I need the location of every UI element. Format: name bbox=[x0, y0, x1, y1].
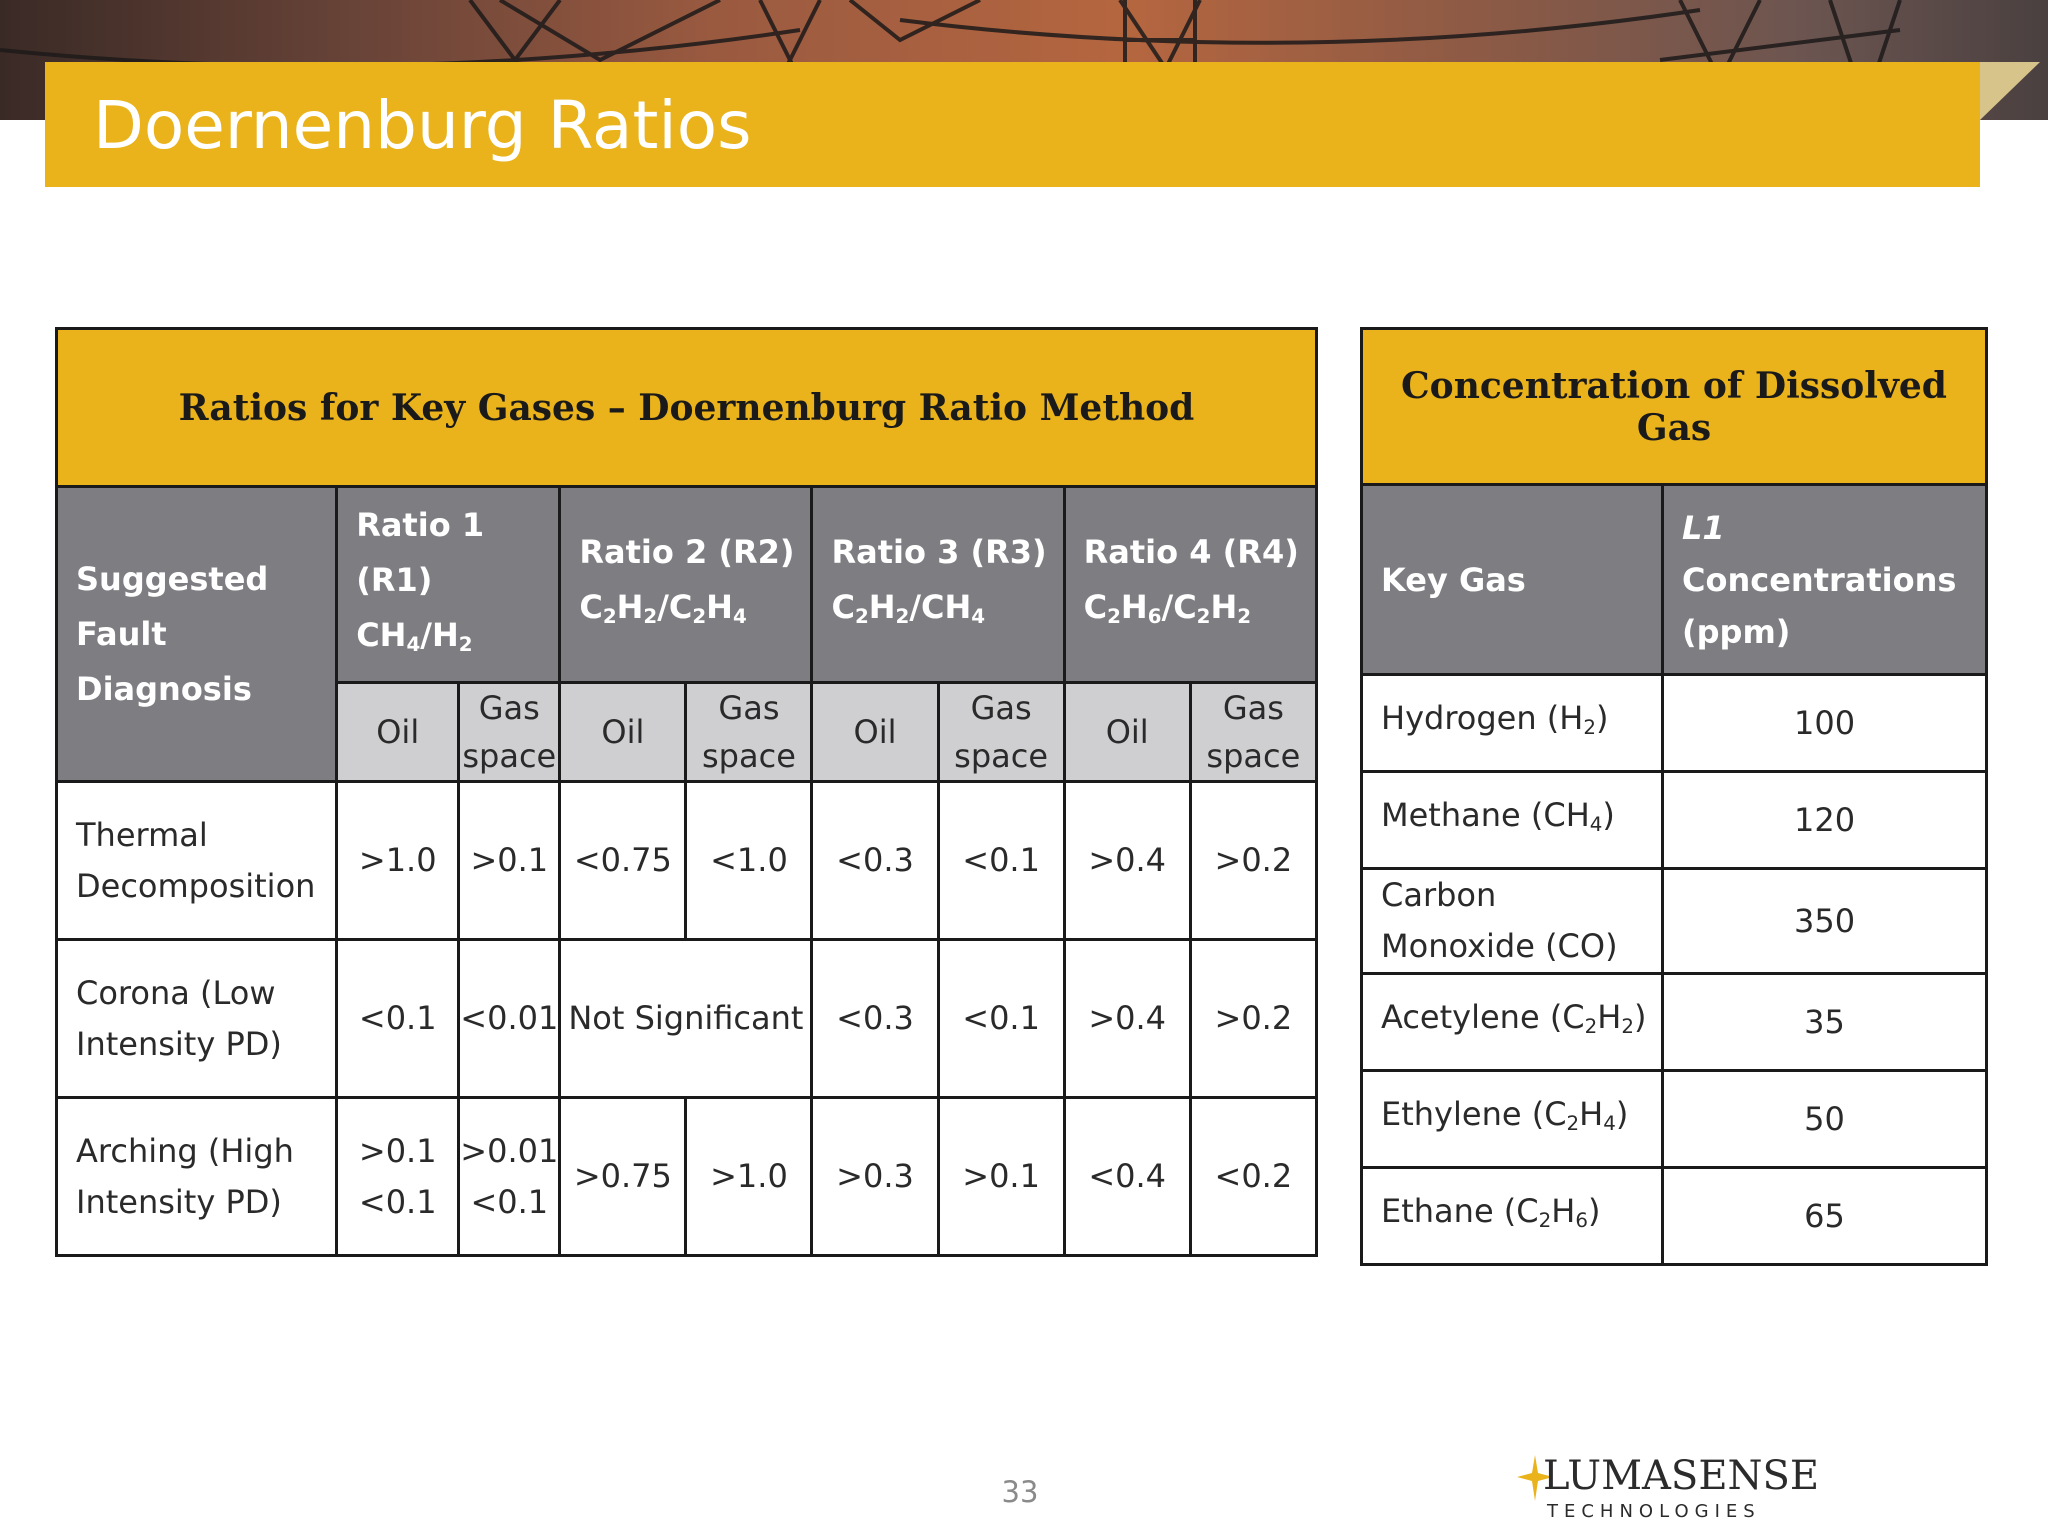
ratio-4-header: Ratio 4 (R4) C2H6/C2H2 bbox=[1062, 485, 1319, 684]
ratio-table-title: Ratios for Key Gases – Doernenburg Ratio… bbox=[55, 327, 1318, 488]
value-cell: >0.3 bbox=[810, 1096, 940, 1257]
table-row: Arching (High Intensity PD) >0.1 <0.1 >0.0… bbox=[54, 1096, 1319, 1257]
oil-subheader: Oil bbox=[810, 681, 940, 783]
gas-space-subheader: Gas space bbox=[684, 681, 814, 783]
gas-space-subheader: Gas space bbox=[457, 681, 562, 783]
table-row: Hydrogen (H2) 100 bbox=[1360, 673, 1989, 773]
table-row: Thermal Decomposition >1.0 >0.1 <0.75 <1.… bbox=[54, 780, 1319, 941]
page-number: 33 bbox=[1001, 1475, 1039, 1509]
value-cell: >0.4 bbox=[1062, 938, 1192, 1099]
value-cell: >0.75 bbox=[558, 1096, 688, 1257]
key-gas-header: Key Gas bbox=[1360, 483, 1664, 676]
ratio-2-header: Ratio 2 (R2) C2H2/C2H4 bbox=[558, 485, 814, 684]
table-row: Corona (Low Intensity PD) <0.1 <0.01 Not … bbox=[54, 938, 1319, 1099]
table-row: Acetylene (C2H2) 35 bbox=[1360, 972, 1989, 1072]
table-row: Methane (CH4) 120 bbox=[1360, 770, 1989, 870]
value-cell: >0.01 <0.1 bbox=[457, 1096, 562, 1257]
gas-value-cell: 100 bbox=[1660, 673, 1989, 773]
title-bar bbox=[45, 62, 1980, 187]
doernenburg-ratio-table: Ratios for Key Gases – Doernenburg Ratio… bbox=[54, 327, 1319, 1257]
table-row: Carbon Monoxide (CO) 350 bbox=[1360, 867, 1989, 975]
slide-title: Doernenburg Ratios bbox=[93, 87, 752, 164]
value-cell: >0.1 bbox=[457, 780, 562, 941]
gas-name-cell: Ethylene (C2H4) bbox=[1360, 1069, 1664, 1169]
value-cell: <0.4 bbox=[1062, 1096, 1192, 1257]
star-icon bbox=[1517, 1455, 1553, 1501]
value-cell: <0.1 bbox=[936, 938, 1066, 1099]
oil-subheader: Oil bbox=[558, 681, 688, 783]
value-cell: <0.01 bbox=[457, 938, 562, 1099]
value-cell: <0.75 bbox=[558, 780, 688, 941]
value-cell: >0.2 bbox=[1188, 780, 1319, 941]
value-cell-merged: Not Significant bbox=[558, 938, 814, 1099]
value-cell: <0.3 bbox=[810, 938, 940, 1099]
gas-name-cell: Acetylene (C2H2) bbox=[1360, 972, 1664, 1072]
diagnosis-cell: Corona (Low Intensity PD) bbox=[54, 938, 339, 1099]
oil-subheader: Oil bbox=[335, 681, 461, 783]
ratio-4-formula: C2H6/C2H2 bbox=[1083, 588, 1252, 628]
value-cell: >0.1 bbox=[936, 1096, 1066, 1257]
gas-name-cell: Ethane (C2H6) bbox=[1360, 1166, 1664, 1266]
value-cell: >0.1 <0.1 bbox=[335, 1096, 461, 1257]
table-row: Ethane (C2H6) 65 bbox=[1360, 1166, 1989, 1266]
value-cell: >0.4 bbox=[1062, 780, 1192, 941]
value-cell: >0.2 bbox=[1188, 938, 1319, 1099]
gas-table-title: Concentration of Dissolved Gas bbox=[1359, 327, 1989, 486]
ratio-3-header: Ratio 3 (R3) C2H2/CH4 bbox=[810, 485, 1066, 684]
value-cell: <0.2 bbox=[1188, 1096, 1319, 1257]
logo-wordmark: LUMASENSE bbox=[1543, 1453, 1820, 1499]
logo-tagline: TECHNOLOGIES bbox=[1547, 1501, 1761, 1522]
table-row: Ethylene (C2H4) 50 bbox=[1360, 1069, 1989, 1169]
gas-value-cell: 120 bbox=[1660, 770, 1989, 870]
gas-name-cell: Carbon Monoxide (CO) bbox=[1360, 867, 1664, 975]
value-cell: <0.3 bbox=[810, 780, 940, 941]
dissolved-gas-table: Concentration of Dissolved Gas Key Gas L… bbox=[1359, 327, 1989, 1266]
gas-name-cell: Methane (CH4) bbox=[1360, 770, 1664, 870]
gas-value-cell: 50 bbox=[1660, 1069, 1989, 1169]
gas-value-cell: 35 bbox=[1660, 972, 1989, 1072]
ratio-1-header: Ratio 1 (R1) CH4/H2 bbox=[335, 485, 562, 684]
concentration-header: L1 Concentrations (ppm) bbox=[1660, 483, 1989, 676]
gas-value-cell: 65 bbox=[1660, 1166, 1989, 1266]
diagnosis-cell: Thermal Decomposition bbox=[54, 780, 339, 941]
value-cell: <0.1 bbox=[936, 780, 1066, 941]
value-cell: >1.0 bbox=[684, 1096, 814, 1257]
gas-space-subheader: Gas space bbox=[1188, 681, 1319, 783]
title-bar-accent bbox=[1980, 62, 2040, 120]
gas-name-cell: Hydrogen (H2) bbox=[1360, 673, 1664, 773]
lumasense-logo: LUMASENSE TECHNOLOGIES bbox=[1515, 1453, 1819, 1523]
oil-subheader: Oil bbox=[1062, 681, 1192, 783]
ratio-1-formula: CH4/H2 bbox=[356, 615, 473, 656]
diagnosis-cell: Arching (High Intensity PD) bbox=[54, 1096, 339, 1257]
ratio-3-formula: C2H2/CH4 bbox=[831, 588, 986, 628]
ratio-2-formula: C2H2/C2H4 bbox=[579, 588, 747, 628]
value-cell: <1.0 bbox=[684, 780, 814, 941]
value-cell: >1.0 bbox=[335, 780, 461, 941]
gas-space-subheader: Gas space bbox=[936, 681, 1066, 783]
gas-value-cell: 350 bbox=[1660, 867, 1989, 975]
diagnosis-header: Suggested Fault Diagnosis bbox=[54, 485, 339, 783]
value-cell: <0.1 bbox=[335, 938, 461, 1099]
